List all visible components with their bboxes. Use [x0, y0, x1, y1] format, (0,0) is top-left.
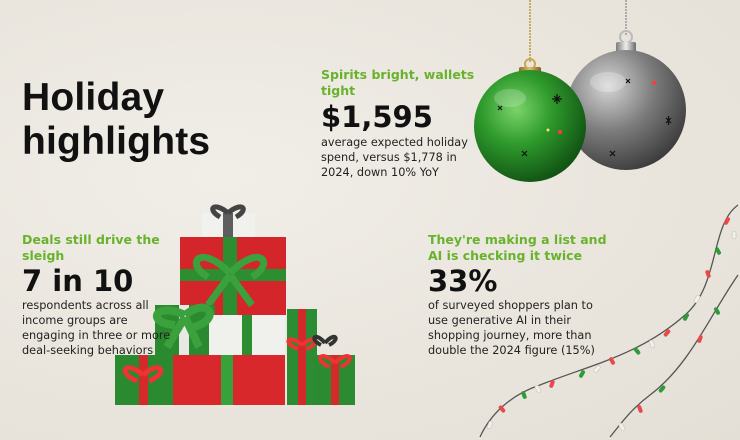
stat-description: of surveyed shoppers plan to use generat… [428, 299, 595, 357]
stat-value: $1,595 [321, 100, 433, 134]
stat-kicker-line-2: AI is checking it twice [428, 248, 583, 263]
stat-block-holiday-spend: Spirits bright, wallets tight $1,595 ave… [321, 67, 481, 180]
stat-kicker: They're making a list and AI is checking… [428, 232, 608, 264]
stat-block-generative-ai: They're making a list and AI is checking… [428, 232, 608, 358]
stat-value: 33% [428, 264, 498, 298]
title-line-1: Holiday [22, 76, 165, 119]
stat-description: respondents across all income groups are… [22, 299, 171, 357]
page-title: Holiday highlights [22, 76, 210, 164]
stat-kicker: Spirits bright, wallets tight [321, 67, 475, 98]
stat-block-deals: Deals still drive the sleigh 7 in 10 res… [22, 232, 182, 358]
stat-description: average expected holiday spend, versus $… [321, 136, 468, 179]
stat-kicker: Deals still drive the sleigh [22, 232, 160, 263]
gift-stack-illustration [115, 204, 355, 405]
stat-value: 7 in 10 [22, 264, 134, 298]
christmas-ornaments-illustration [474, 0, 686, 182]
string-lights-illustration [479, 204, 739, 438]
stat-kicker-line-1: They're making a list and [428, 232, 607, 247]
title-line-2: highlights [22, 120, 211, 163]
